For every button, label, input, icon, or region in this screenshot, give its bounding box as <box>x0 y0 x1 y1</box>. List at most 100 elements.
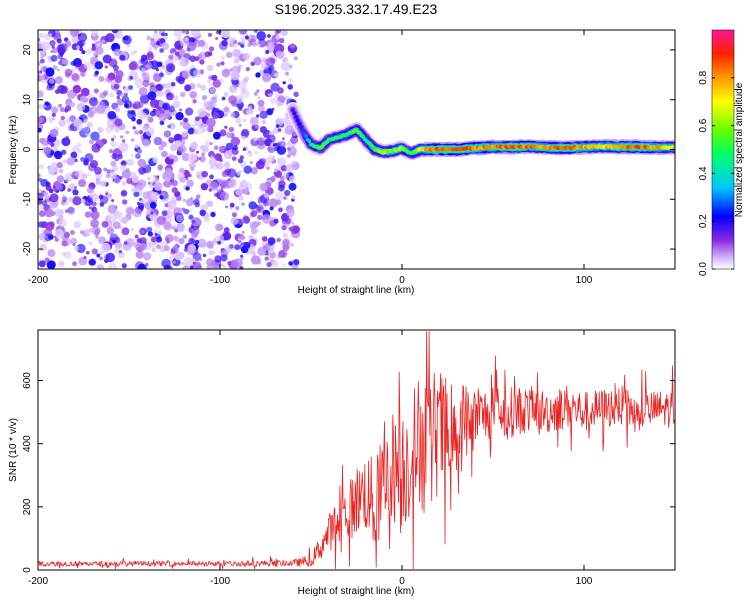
heatmap-noise-blob <box>282 232 288 238</box>
heatmap-noise-blob <box>220 32 226 38</box>
heatmap-noise-blob <box>186 179 194 188</box>
heatmap-noise-blob <box>216 62 221 67</box>
heatmap-noise-blob <box>202 253 207 258</box>
heatmap-noise-blob <box>232 145 238 151</box>
heatmap-noise-blob <box>280 30 287 37</box>
heatmap-noise-blob <box>285 164 294 172</box>
heatmap-noise-blob <box>157 90 165 97</box>
heatmap-noise-blob <box>219 129 227 137</box>
heatmap-noise-blob <box>149 213 158 221</box>
heatmap-noise-blob <box>65 105 72 112</box>
heatmap-noise-blob <box>38 41 45 49</box>
snr-xtick-label: -100 <box>210 576 230 587</box>
heatmap-noise-blob <box>137 263 147 269</box>
heatmap-noise-blob <box>70 151 78 159</box>
heatmap-noise-blob <box>254 124 260 129</box>
heatmap-noise-blob <box>255 160 265 170</box>
heatmap-noise-blob <box>188 237 196 245</box>
heatmap-noise-blob <box>132 126 136 130</box>
heatmap-noise-blob <box>74 186 77 190</box>
heatmap-noise-blob <box>116 95 121 100</box>
heatmap-noise-blob <box>242 189 247 194</box>
heatmap-noise-blob <box>238 81 247 90</box>
heatmap-noise-blob <box>59 107 65 113</box>
heatmap-noise-blob <box>50 54 58 62</box>
heatmap-noise-blob <box>80 157 85 162</box>
heatmap-noise-blob <box>147 231 153 237</box>
heatmap-noise-blob <box>72 189 79 196</box>
heatmap-ridge-cell <box>295 118 300 123</box>
heatmap-ytick-label: -20 <box>22 241 33 256</box>
heatmap-noise-blob <box>56 161 63 169</box>
heatmap-noise-blob <box>50 210 56 216</box>
heatmap-noise-blob <box>200 144 206 150</box>
heatmap-noise-blob <box>287 146 297 156</box>
heatmap-noise-blob <box>142 163 147 169</box>
heatmap-noise-blob <box>69 115 76 122</box>
heatmap-noise-blob <box>189 91 197 99</box>
colorbar-tick-label: 0.8 <box>698 70 709 84</box>
heatmap-noise-blob <box>76 45 80 50</box>
heatmap-noise-blob <box>67 188 71 192</box>
heatmap-noise-blob <box>151 192 160 201</box>
heatmap-noise-blob <box>121 263 127 269</box>
snr-ytick-label: 0 <box>22 567 33 573</box>
heatmap-noise-blob <box>239 155 244 160</box>
heatmap-noise-blob <box>235 188 244 196</box>
heatmap-noise-blob <box>38 116 45 124</box>
heatmap-noise-blob <box>102 54 112 64</box>
heatmap-noise-blob <box>71 145 80 153</box>
heatmap-noise-blob <box>105 75 113 83</box>
heatmap-noise-blob <box>171 187 178 194</box>
heatmap-noise-blob <box>215 223 223 232</box>
heatmap-noise-blob <box>275 50 283 58</box>
heatmap-noise-blob <box>256 114 260 118</box>
heatmap-noise-blob <box>54 76 63 85</box>
heatmap-noise-blob <box>129 76 133 80</box>
heatmap-noise-blob <box>223 227 230 233</box>
heatmap-noise-blob <box>232 48 241 58</box>
heatmap-noise-blob <box>38 232 47 241</box>
heatmap-noise-blob <box>250 61 255 66</box>
heatmap-noise-blob <box>170 81 176 87</box>
heatmap-noise-blob <box>53 150 63 160</box>
heatmap-noise-blob <box>165 92 174 101</box>
heatmap-noise-blob <box>90 210 100 220</box>
heatmap-noise-blob <box>214 255 222 263</box>
heatmap-ridge-cell <box>307 139 312 144</box>
heatmap-noise-blob <box>125 168 130 172</box>
heatmap-noise-blob <box>232 71 236 76</box>
heatmap-noise-blob <box>242 52 251 61</box>
heatmap-noise-blob <box>237 64 242 70</box>
heatmap-noise-blob <box>161 150 168 158</box>
heatmap-noise-blob <box>209 87 216 94</box>
heatmap-noise-blob <box>181 131 188 138</box>
heatmap-noise-blob <box>251 250 256 256</box>
heatmap-noise-blob <box>205 112 211 118</box>
heatmap-noise-blob <box>134 143 140 149</box>
heatmap-noise-blob <box>268 241 273 247</box>
heatmap-xtick-label: 100 <box>576 275 593 286</box>
heatmap-noise-blob <box>38 60 41 67</box>
heatmap-noise-blob <box>188 214 194 220</box>
heatmap-noise-blob <box>61 58 68 65</box>
heatmap-noise-blob <box>249 161 253 165</box>
heatmap-noise-blob <box>105 192 109 196</box>
heatmap-noise-blob <box>271 107 275 111</box>
heatmap-noise-blob <box>268 65 275 71</box>
heatmap-noise-blob <box>38 173 41 178</box>
heatmap-noise-blob <box>241 41 245 46</box>
heatmap-noise-blob <box>49 200 58 209</box>
heatmap-noise-blob <box>270 97 277 105</box>
heatmap-noise-blob <box>168 106 175 113</box>
heatmap-noise-blob <box>62 252 66 256</box>
heatmap-noise-blob <box>199 155 206 163</box>
heatmap-noise-blob <box>111 199 115 203</box>
heatmap-noise-blob <box>71 72 80 81</box>
heatmap-noise-blob <box>220 61 225 66</box>
heatmap-noise-blob <box>56 175 65 183</box>
snr-axes: -200 -100 0 100 0 200 400 600 <box>22 330 675 587</box>
heatmap-noise-blob <box>239 170 242 174</box>
heatmap-noise-blob <box>182 198 187 203</box>
colorbar-tick-label: 0.6 <box>698 118 709 132</box>
